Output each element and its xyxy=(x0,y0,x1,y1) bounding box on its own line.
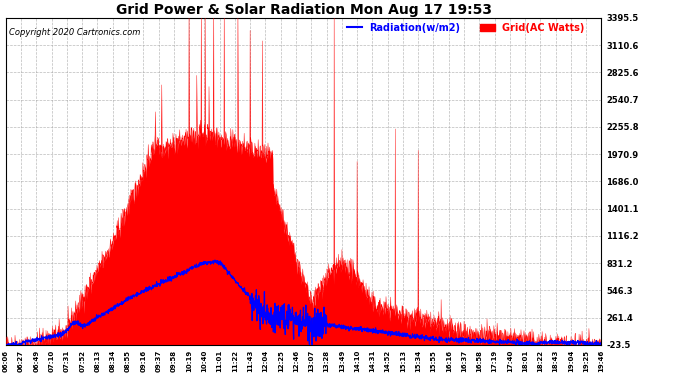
Legend: Radiation(w/m2), Grid(AC Watts): Radiation(w/m2), Grid(AC Watts) xyxy=(347,23,584,33)
Text: Copyright 2020 Cartronics.com: Copyright 2020 Cartronics.com xyxy=(9,28,140,37)
Title: Grid Power & Solar Radiation Mon Aug 17 19:53: Grid Power & Solar Radiation Mon Aug 17 … xyxy=(116,3,491,17)
